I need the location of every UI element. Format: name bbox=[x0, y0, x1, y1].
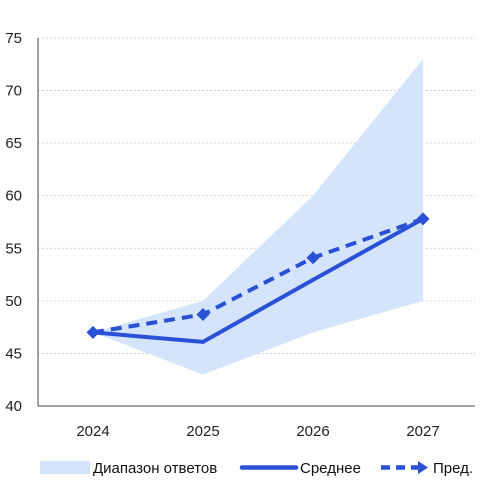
y-tick-label: 60 bbox=[5, 188, 22, 205]
legend-arrow-prev bbox=[418, 461, 428, 474]
x-axis: 2024 2025 2026 2027 bbox=[38, 405, 475, 440]
marker-prev bbox=[86, 325, 100, 339]
y-tick-label: 55 bbox=[5, 240, 22, 257]
x-tick-label: 2026 bbox=[296, 423, 329, 440]
range-band bbox=[93, 59, 423, 375]
marker-prev bbox=[416, 212, 430, 226]
range-band-layer bbox=[93, 59, 423, 375]
series-line-prev bbox=[92, 216, 424, 335]
series-line-mean bbox=[91, 216, 425, 344]
legend-swatch-range bbox=[40, 461, 90, 474]
legend-label-range: Диапазон ответов bbox=[93, 460, 217, 477]
legend-label-prev: Пред. bbox=[433, 460, 473, 477]
series-lines bbox=[91, 216, 425, 344]
series-markers bbox=[86, 212, 430, 339]
marker-prev bbox=[306, 251, 320, 265]
legend: Диапазон ответов Среднее Пред. bbox=[40, 460, 473, 477]
y-tick-label: 70 bbox=[5, 83, 22, 100]
x-tick-label: 2025 bbox=[186, 423, 219, 440]
legend-label-mean: Среднее bbox=[300, 460, 361, 477]
y-tick-label: 40 bbox=[5, 398, 22, 415]
marker-prev bbox=[196, 308, 210, 322]
y-axis: 40 45 50 55 60 65 70 75 bbox=[5, 30, 39, 415]
x-tick-label: 2024 bbox=[76, 423, 109, 440]
y-tick-label: 45 bbox=[5, 345, 22, 362]
y-tick-label: 50 bbox=[5, 293, 22, 310]
y-tick-label: 65 bbox=[5, 135, 22, 152]
y-tick-label: 75 bbox=[5, 30, 22, 47]
x-tick-label: 2027 bbox=[406, 423, 439, 440]
